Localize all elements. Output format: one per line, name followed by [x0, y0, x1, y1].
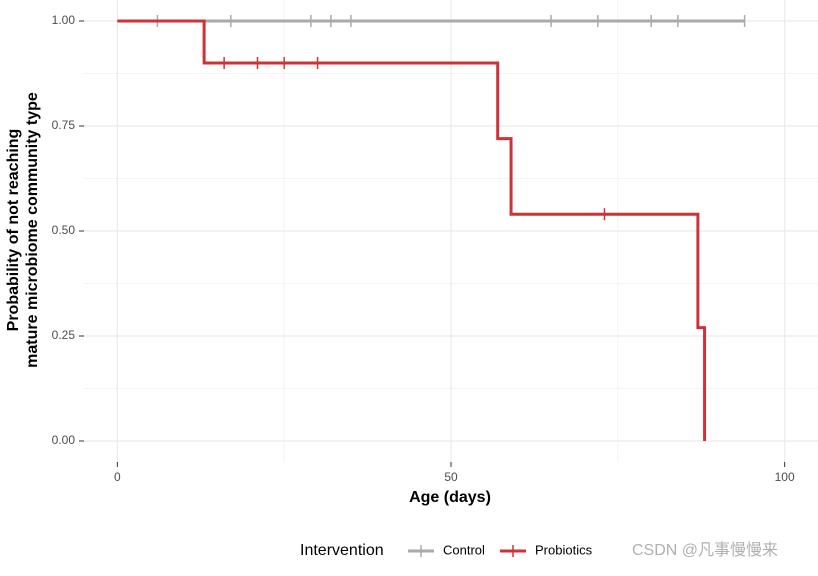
- y-axis-label: Probability of not reaching: [5, 129, 22, 332]
- x-tick-label: 0: [114, 470, 121, 484]
- legend-label: Control: [443, 542, 485, 557]
- legend-title: Intervention: [300, 542, 384, 559]
- x-axis-label: Age (days): [409, 489, 491, 506]
- y-axis-label: mature microbiome community type: [24, 92, 41, 368]
- x-tick-label: 100: [775, 470, 795, 484]
- y-tick-label: 0.25: [52, 328, 76, 342]
- legend-label: Probiotics: [535, 542, 593, 557]
- survival-line: [117, 19, 707, 441]
- y-tick-label: 0.00: [52, 433, 76, 447]
- x-tick-label: 50: [444, 470, 458, 484]
- y-tick-label: 0.50: [52, 223, 76, 237]
- y-tick-label: 1.00: [52, 13, 76, 27]
- watermark: CSDN @凡事慢慢来: [632, 541, 778, 559]
- y-tick-label: 0.75: [52, 118, 76, 132]
